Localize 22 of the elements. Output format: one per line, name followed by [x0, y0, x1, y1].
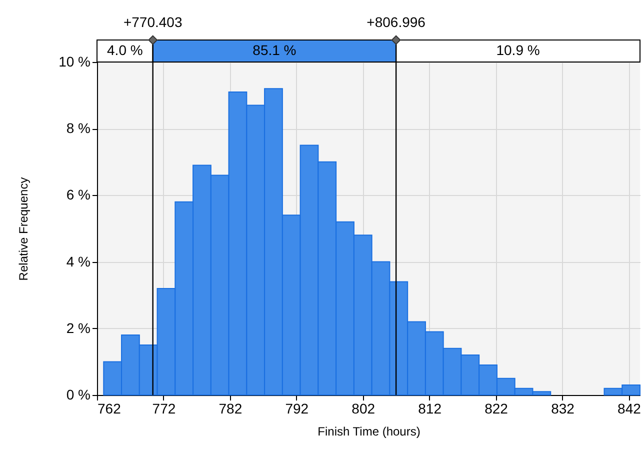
y-tick-label: 10 %: [58, 54, 90, 70]
y-tick-label: 0 %: [66, 386, 90, 402]
text: 10.9 %: [496, 42, 540, 58]
text: 85.1 %: [252, 42, 296, 58]
ref-line-label: +770.403: [123, 14, 182, 30]
x-tick-label: 782: [218, 400, 242, 416]
y-tick-label: 8 %: [66, 120, 90, 136]
y-tick-label: 6 %: [66, 186, 90, 203]
y-tick-label: 2 %: [66, 320, 90, 336]
x-tick-label: 792: [285, 400, 309, 416]
ref-line-label: +806.996: [366, 14, 426, 30]
x-tick-label: 842: [618, 400, 642, 416]
y-axis-title: Relative Frequency: [16, 177, 31, 281]
x-tick-label: 812: [418, 400, 442, 416]
x-tick-label: 822: [484, 400, 508, 416]
x-axis-title: Finish Time (hours): [318, 424, 420, 438]
x-tick-label: 802: [352, 400, 376, 416]
x-tick-label: 772: [152, 400, 176, 416]
y-tick-label: 4 %: [66, 253, 90, 270]
x-tick-label: 762: [98, 400, 122, 416]
text: 4.0 %: [107, 42, 143, 58]
x-tick-label: 832: [551, 400, 575, 416]
